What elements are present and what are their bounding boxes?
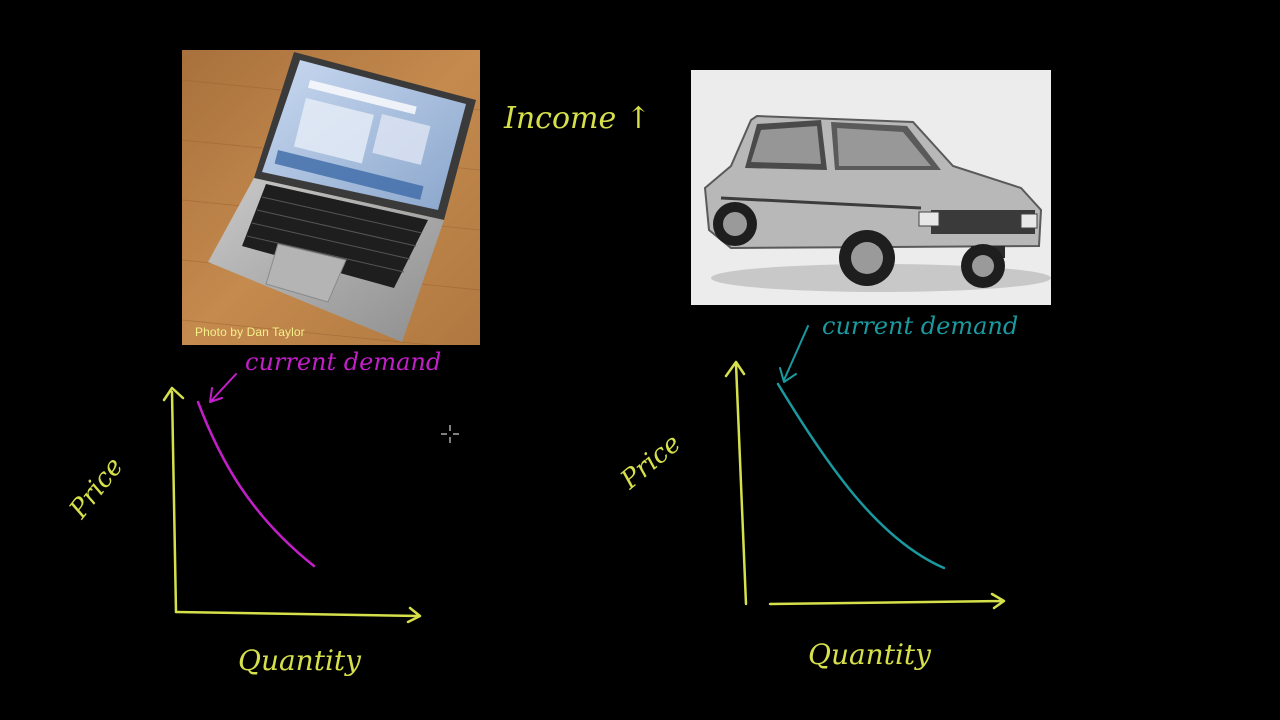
laptop-photo: Photo by Dan Taylor xyxy=(182,50,480,345)
car-demand-chart: current demand Price Quantity xyxy=(614,312,1018,671)
car-photo xyxy=(691,70,1051,305)
laptop-demand-curve xyxy=(196,400,316,568)
car-x-axis-label: Quantity xyxy=(808,638,932,671)
car-x-axis xyxy=(768,592,1006,610)
laptop-illustration xyxy=(182,50,480,345)
laptop-x-axis xyxy=(174,606,422,624)
income-label: Income ↑ xyxy=(503,101,651,136)
laptop-curve-label: current demand xyxy=(245,348,441,376)
crosshair-cursor-icon xyxy=(441,425,459,443)
car-demand-pointer-arrow xyxy=(779,325,809,383)
laptop-demand-pointer-arrow xyxy=(209,373,237,403)
car-illustration xyxy=(691,70,1051,305)
laptop-x-axis-label: Quantity xyxy=(238,644,362,677)
car-y-axis xyxy=(724,360,748,606)
car-y-axis-label: Price xyxy=(614,429,686,496)
car-demand-curve xyxy=(776,382,946,570)
photo-credit: Photo by Dan Taylor xyxy=(195,325,305,339)
laptop-demand-chart: current demand Price Quantity xyxy=(63,348,441,677)
laptop-y-axis-label: Price xyxy=(63,452,129,525)
laptop-y-axis xyxy=(162,386,185,614)
car-curve-label: current demand xyxy=(822,312,1018,340)
